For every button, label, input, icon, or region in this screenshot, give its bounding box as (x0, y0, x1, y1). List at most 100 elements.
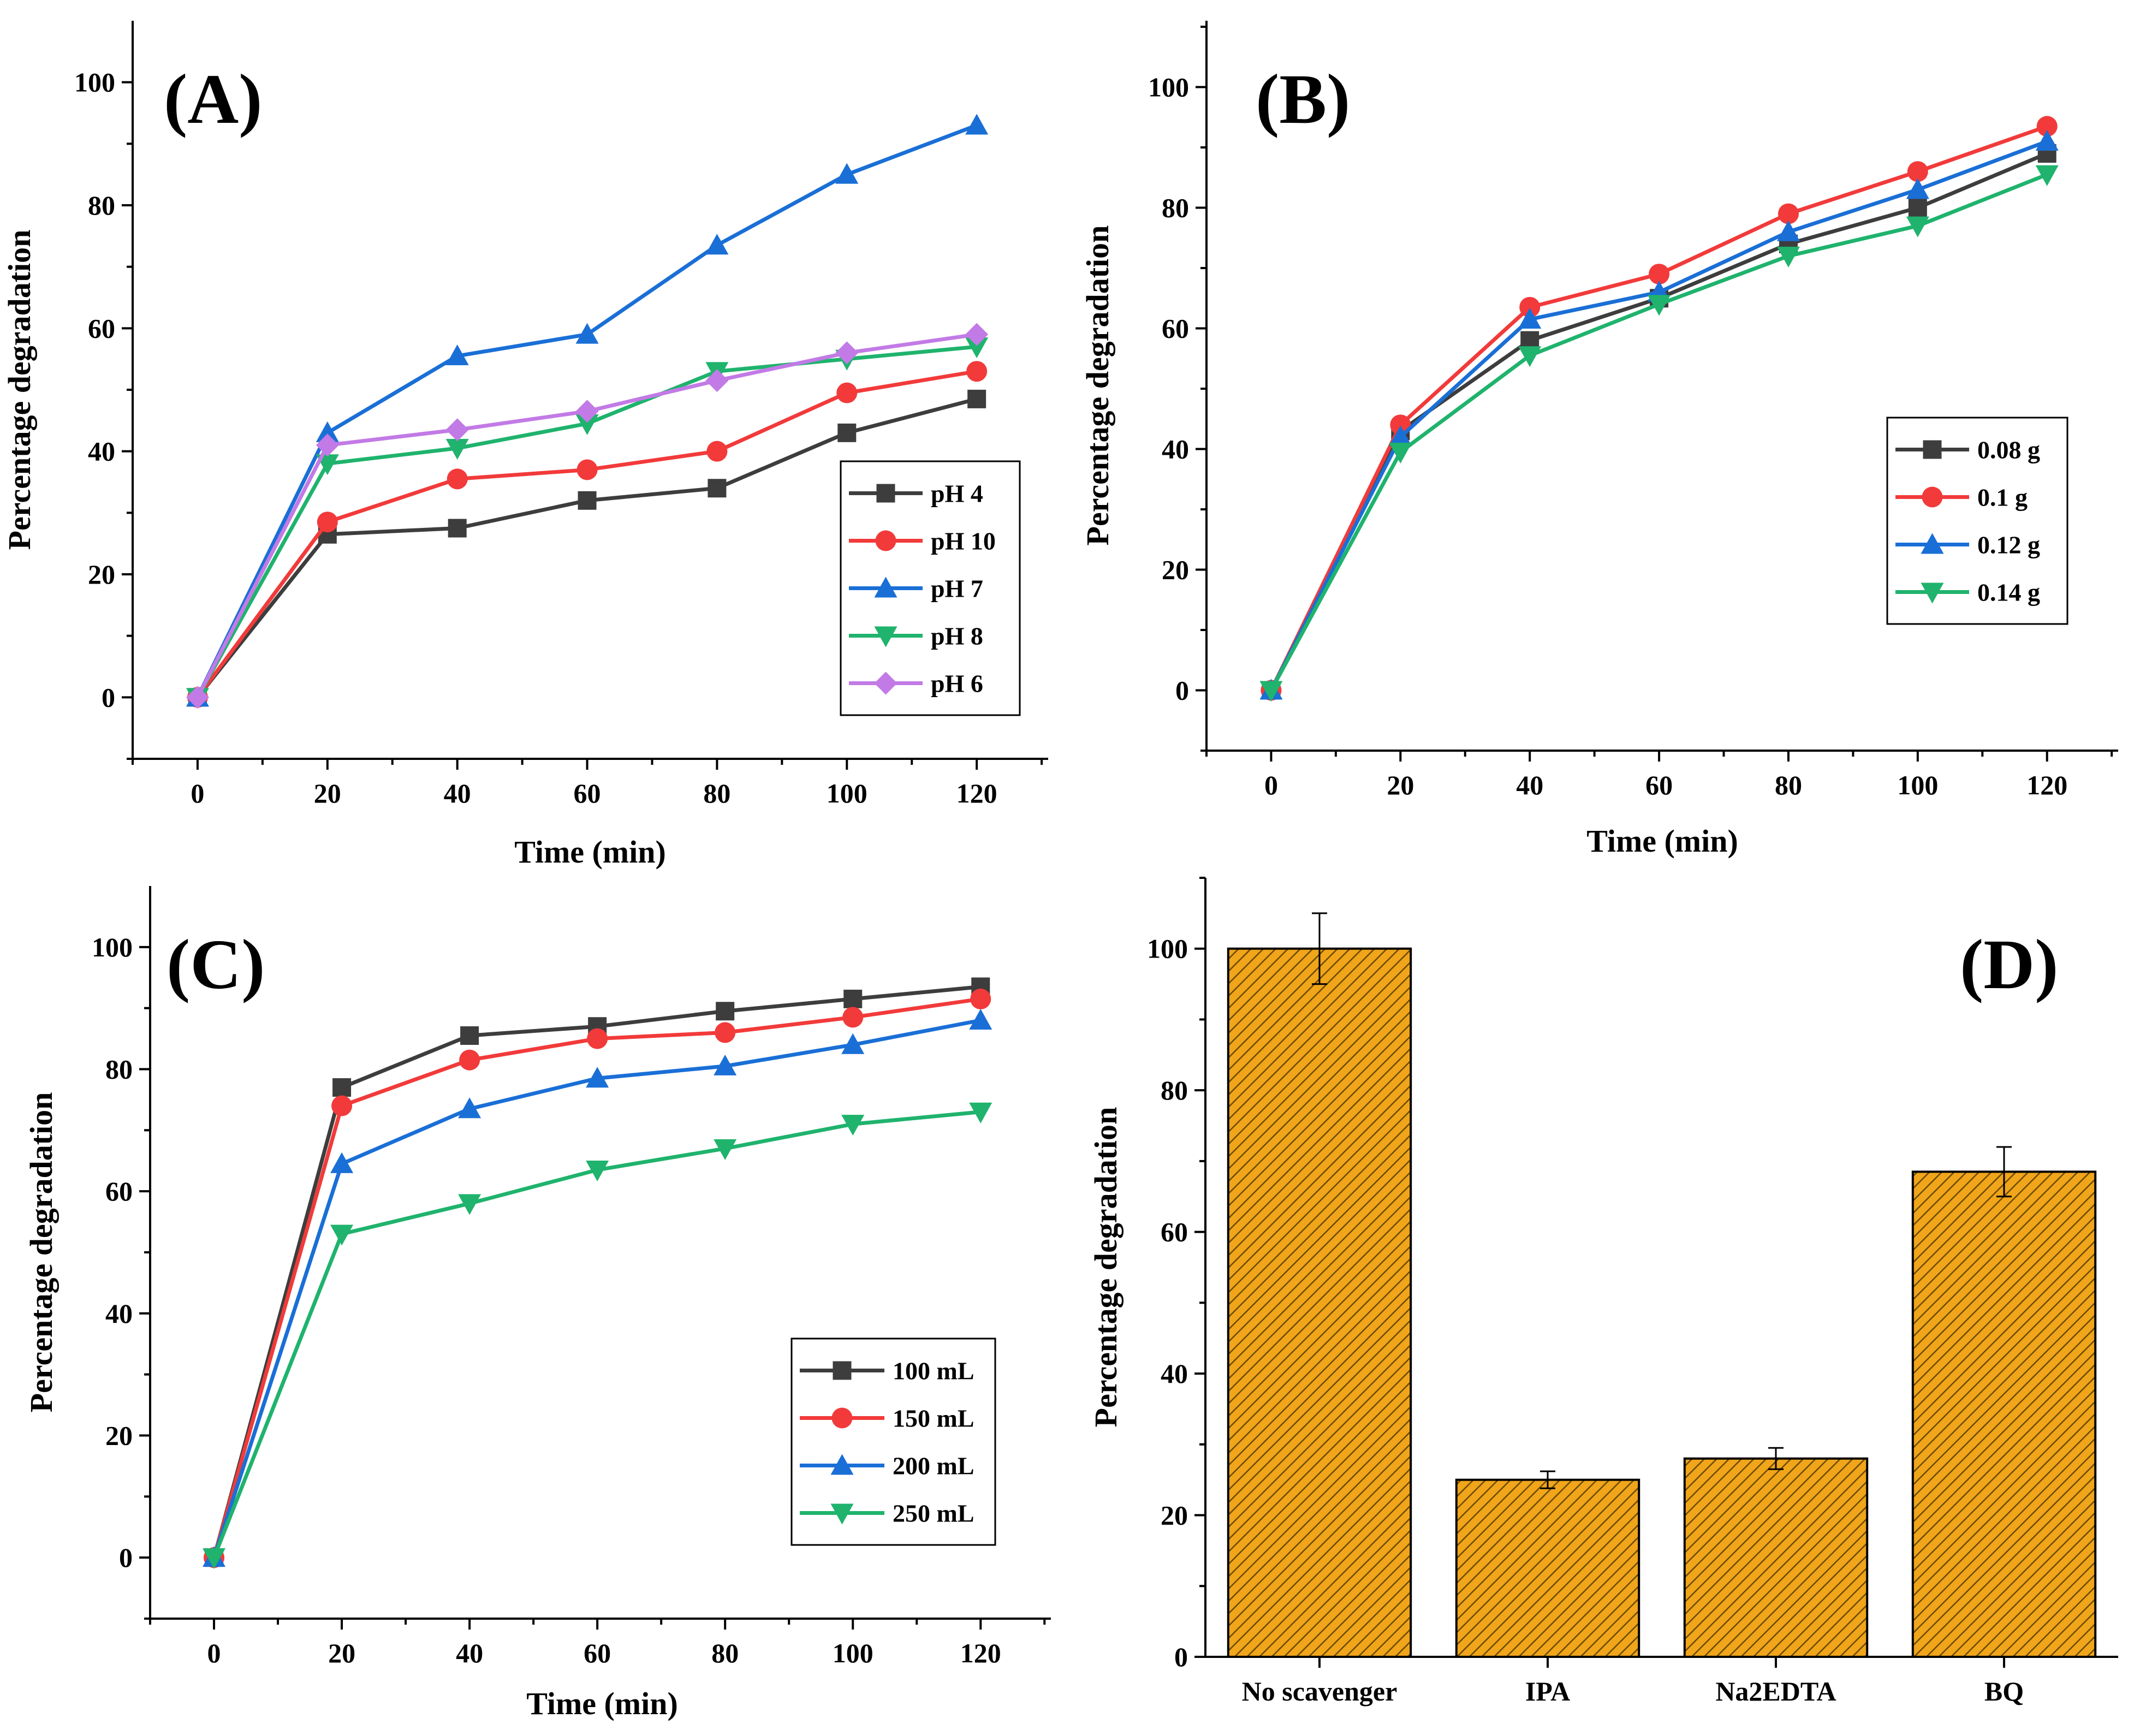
x-axis-title: Time (min) (514, 834, 666, 870)
data-point (330, 1224, 354, 1246)
y-tick-label: 80 (105, 1054, 133, 1085)
legend-label: 0.1 g (1977, 484, 2028, 512)
data-point (587, 1028, 608, 1049)
legend-marker (875, 530, 896, 551)
data-point (835, 163, 859, 184)
data-point (586, 1067, 609, 1088)
data-point (332, 1078, 352, 1097)
legend-marker (833, 1361, 852, 1380)
data-point (1648, 295, 1671, 316)
legend-marker (831, 1407, 853, 1429)
y-tick-label: 80 (88, 190, 115, 221)
legend-label: pH 8 (931, 622, 983, 650)
data-point (203, 1548, 226, 1569)
y-tick-label: 100 (92, 932, 133, 962)
y-tick-label: 60 (105, 1176, 133, 1206)
x-axis-title: Time (min) (526, 1686, 678, 1721)
x-tick-label: 40 (456, 1638, 483, 1668)
legend-marker (874, 626, 897, 647)
x-tick-label: 0 (207, 1638, 221, 1668)
data-point (969, 1009, 992, 1030)
y-tick-label: 20 (1161, 1500, 1188, 1531)
x-category-label: BQ (1984, 1676, 2024, 1707)
panel-c-line-chart: 0 20 40 60 80 100 0 20 40 60 80 100 120 Time (min) Per… (23, 886, 1051, 1721)
legend-marker (830, 1503, 854, 1525)
data-point (969, 1102, 992, 1123)
legend-label: 0.14 g (1977, 579, 2040, 607)
x-tick-label: 80 (1775, 770, 1802, 800)
panel-tag: (D) (1960, 925, 2058, 1004)
data-point (835, 341, 859, 365)
y-tick-label: 100 (1147, 934, 1188, 964)
data-point (575, 323, 599, 344)
x-tick-label: 120 (956, 778, 997, 808)
x-tick-label: 40 (444, 778, 471, 808)
x-tick-label: 80 (703, 778, 730, 808)
data-point (1519, 296, 1541, 318)
legend-label: 0.08 g (1977, 436, 2040, 464)
data-point (458, 1097, 482, 1119)
x-tick-label: 20 (314, 778, 341, 808)
data-point (706, 441, 728, 462)
panel-d-bar-chart: 0 20 40 60 80 100 Percentage degradation (D) No … (1088, 877, 2118, 1707)
legend-marker (830, 1454, 854, 1475)
y-axis-title: Percentage degradation (23, 1092, 59, 1413)
legend-label: 150 mL (893, 1405, 974, 1432)
y-tick-label: 0 (1174, 1642, 1188, 1672)
y-tick-label: 100 (1148, 72, 1189, 103)
x-tick-label: 100 (827, 778, 867, 808)
data-point (1389, 425, 1412, 447)
y-tick-label: 20 (105, 1420, 133, 1451)
data-point (842, 1007, 864, 1028)
data-point (967, 389, 986, 408)
data-point (1518, 307, 1542, 329)
data-point (966, 361, 988, 382)
x-tick-label: 120 (960, 1638, 1001, 1668)
x-category-label: IPA (1525, 1676, 1570, 1707)
data-point (459, 1049, 480, 1071)
x-tick-label: 0 (191, 778, 204, 808)
x-category-label: Na2EDTA (1715, 1676, 1836, 1707)
data-point (708, 479, 727, 498)
data-point (1389, 443, 1412, 464)
data-point (330, 1152, 354, 1173)
legend-label: 200 mL (893, 1452, 974, 1480)
legend-label: pH 6 (931, 670, 983, 698)
data-point (716, 1002, 735, 1021)
bar-2 (1683, 1457, 1869, 1658)
legend-marker (1921, 533, 1944, 554)
data-point (1776, 220, 1800, 241)
data-point (1649, 264, 1670, 285)
data-point (448, 519, 467, 538)
data-point (841, 1115, 865, 1136)
y-tick-label: 0 (119, 1542, 133, 1573)
data-point (1259, 681, 1283, 702)
y-tick-label: 0 (1175, 675, 1189, 706)
y-tick-label: 40 (88, 436, 115, 467)
y-tick-label: 0 (102, 682, 115, 712)
bar-1 (1455, 1478, 1640, 1658)
bar-0 (1227, 947, 1412, 1658)
x-tick-label: 20 (1387, 770, 1414, 800)
data-point (714, 1054, 737, 1075)
data-point (2035, 129, 2059, 151)
legend-label: 0.12 g (1977, 531, 2040, 559)
panel-b-line-chart: 0 20 40 60 80 100 0 20 40 60 80 100 120 Time (min) Per… (1080, 21, 2118, 859)
y-tick-label: 80 (1162, 193, 1189, 223)
legend-marker (874, 671, 897, 695)
x-tick-label: 60 (574, 778, 601, 808)
legend-label: pH 4 (931, 480, 983, 508)
data-point (837, 423, 857, 442)
y-tick-label: 60 (88, 313, 115, 343)
y-axis-title: Percentage degradation (2, 230, 37, 550)
panel-tag: (A) (164, 60, 262, 139)
data-point (1906, 216, 1929, 237)
legend: 100 mL 150 mL 200 mL 250 mL (790, 1337, 996, 1546)
legend-marker (874, 576, 897, 598)
legend-label: 100 mL (893, 1357, 974, 1385)
legend-marker (1923, 440, 1942, 459)
panel-tag: (B) (1256, 60, 1350, 139)
x-tick-label: 100 (833, 1638, 873, 1668)
data-point (578, 491, 597, 510)
